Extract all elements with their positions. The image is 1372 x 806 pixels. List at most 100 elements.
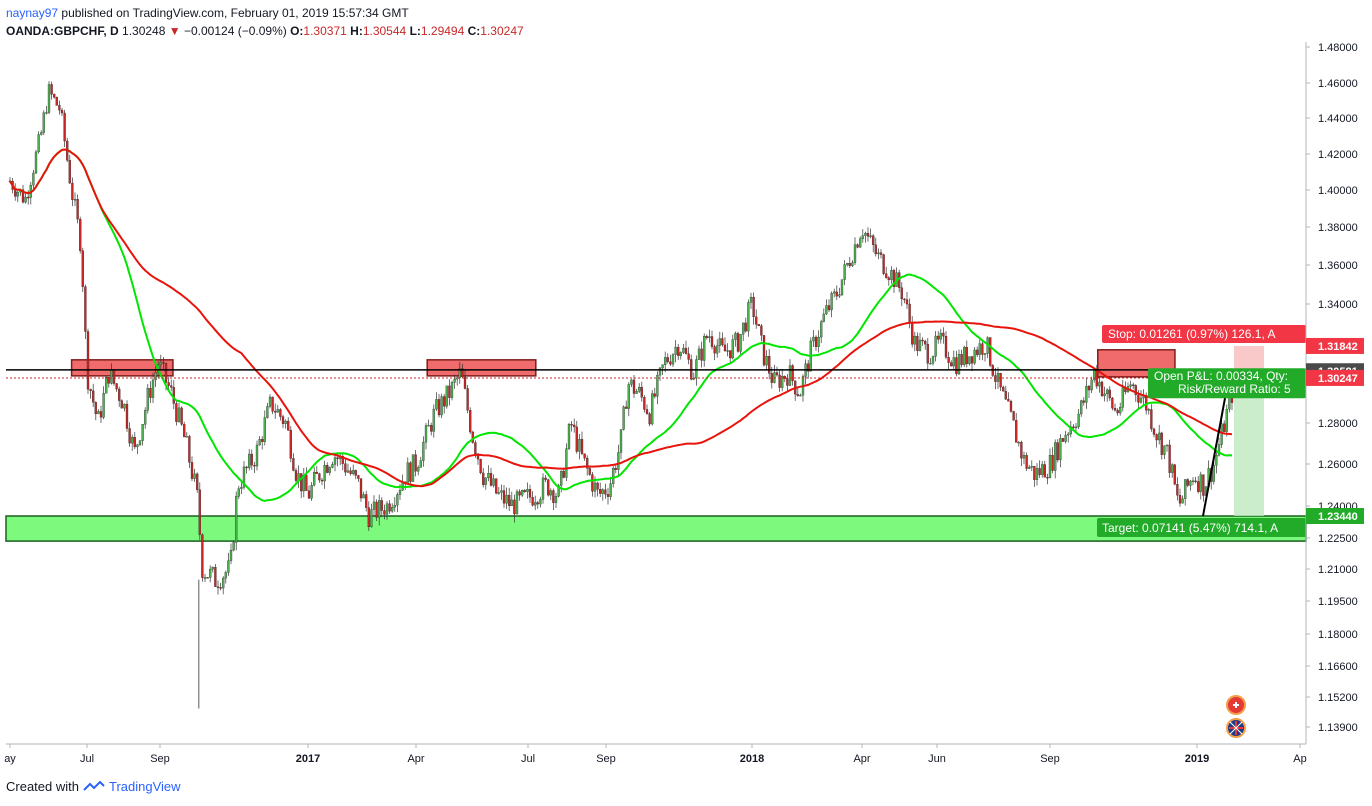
- ma-fast-line[interactable]: [9, 148, 1233, 502]
- symbol-label[interactable]: OANDA:GBPCHF, D: [6, 24, 119, 38]
- candle: [344, 463, 347, 473]
- candle: [957, 354, 961, 375]
- candle: [313, 471, 316, 486]
- target-label-box[interactable]: [1097, 518, 1306, 537]
- candle: [700, 348, 703, 361]
- price-tag[interactable]: [1306, 337, 1364, 354]
- candle: [154, 372, 157, 381]
- candle: [887, 277, 890, 280]
- stop-area[interactable]: [1234, 345, 1264, 372]
- trend-line[interactable]: [1202, 376, 1230, 517]
- resistance-zone[interactable]: [426, 359, 537, 377]
- candle: [547, 479, 550, 496]
- price-tick-label: 1.34000: [1318, 299, 1358, 311]
- candle: [518, 491, 521, 496]
- candle: [388, 503, 391, 512]
- candle: [1132, 384, 1135, 386]
- price-tick-label: 1.44000: [1318, 113, 1358, 125]
- candle: [102, 393, 105, 418]
- time-tick-label: Apr: [407, 753, 424, 765]
- candle: [1160, 432, 1163, 455]
- pnl-label-box[interactable]: [1148, 368, 1306, 399]
- event-flags[interactable]: [1226, 695, 1246, 738]
- candle: [185, 436, 188, 438]
- candle: [726, 350, 729, 352]
- candle: [627, 384, 630, 409]
- candle: [1059, 438, 1062, 461]
- candle: [45, 112, 48, 114]
- candle: [443, 396, 446, 407]
- candle: [60, 109, 64, 114]
- resistance-zone[interactable]: [70, 359, 174, 377]
- candle: [983, 353, 987, 355]
- candle: [1072, 426, 1075, 429]
- tradingview-link[interactable]: TradingView: [108, 779, 181, 794]
- candle: [354, 470, 357, 476]
- ma-slow-line[interactable]: [9, 148, 1233, 488]
- price-tick-label: 1.28000: [1318, 418, 1358, 430]
- candle: [131, 437, 134, 444]
- candle: [323, 465, 326, 482]
- chart-pane[interactable]: [6, 42, 1306, 744]
- time-axis[interactable]: ay Jul Sep 2017 Apr Jul Sep 2018 Apr Jun Sep 2019 Ap: [4, 744, 1307, 765]
- candle: [229, 549, 233, 561]
- candle: [996, 372, 1000, 382]
- candle: [502, 490, 506, 504]
- candle: [1184, 479, 1187, 499]
- candle: [188, 436, 191, 463]
- price-axis[interactable]: 1.48000 1.46000 1.44000 1.42000 1.40000 1.380…: [1306, 42, 1364, 734]
- candle: [391, 507, 394, 512]
- candle: [1077, 413, 1080, 428]
- candle: [638, 386, 641, 392]
- price-tag[interactable]: [1306, 369, 1364, 386]
- candle: [500, 490, 503, 493]
- candle: [253, 464, 256, 467]
- candle: [471, 431, 474, 443]
- candle: [1212, 465, 1215, 482]
- price-tag-label: 1.30247: [1318, 373, 1358, 385]
- candle: [1147, 409, 1150, 411]
- candle: [375, 501, 378, 518]
- candle: [1025, 455, 1028, 469]
- candle: [658, 367, 662, 376]
- candle: [84, 286, 87, 332]
- candle: [908, 303, 911, 323]
- candle: [128, 428, 131, 444]
- candle: [521, 490, 524, 496]
- stop-label-box[interactable]: [1102, 324, 1306, 343]
- price-tick-label: 1.36000: [1318, 260, 1358, 272]
- candle: [372, 501, 376, 510]
- price-tick-label: 1.15200: [1318, 692, 1358, 704]
- candle: [133, 437, 136, 448]
- candle: [357, 475, 360, 479]
- candle: [58, 105, 61, 111]
- candle: [578, 439, 581, 452]
- candle: [981, 343, 984, 355]
- candle: [976, 349, 979, 355]
- candle: [950, 362, 953, 367]
- candle: [1100, 381, 1104, 397]
- candle: [1038, 468, 1041, 475]
- candle: [201, 534, 204, 578]
- candle: [892, 269, 896, 287]
- candle: [718, 338, 721, 346]
- candle: [552, 490, 555, 503]
- price-tick-label: 1.40000: [1318, 185, 1358, 197]
- candle: [833, 291, 836, 294]
- candle: [448, 385, 451, 398]
- candle: [934, 335, 937, 357]
- candle: [695, 359, 698, 379]
- candle: [1223, 423, 1226, 432]
- author-link[interactable]: naynay97: [6, 6, 59, 20]
- candle: [1215, 455, 1218, 466]
- candle: [292, 458, 295, 471]
- candle: [544, 477, 547, 480]
- candle: [755, 316, 758, 325]
- support-zone[interactable]: [5, 515, 1307, 542]
- candle: [1074, 426, 1078, 429]
- candle: [1139, 397, 1143, 403]
- price-tag[interactable]: [1306, 508, 1364, 524]
- candle: [640, 386, 643, 398]
- candle: [505, 494, 508, 504]
